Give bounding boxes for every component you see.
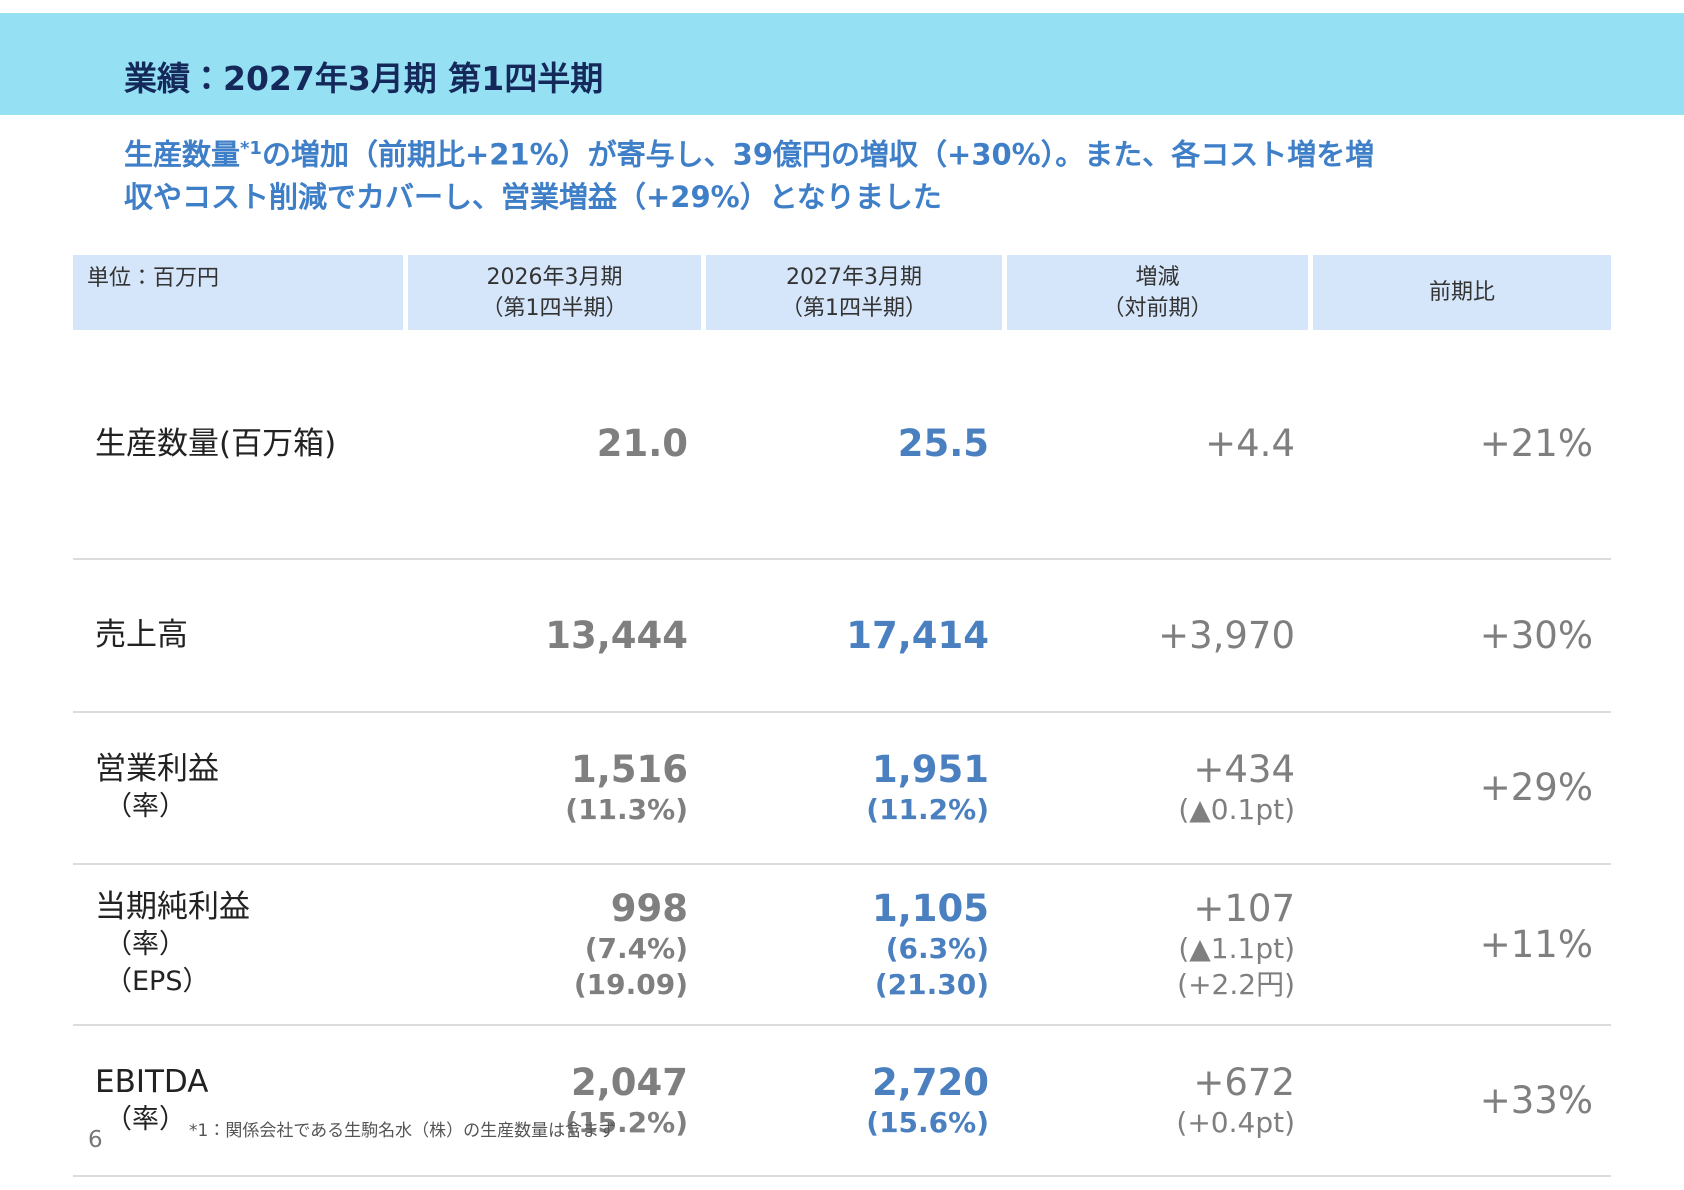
header-cell: 前期比 [1313,255,1611,330]
cell-value: 2,047 [570,1060,688,1104]
table-row: 生産数量(百万箱) 21.0 25.5 +4.4 +21% [73,330,1611,560]
table-cell: +672 (+0.4pt) [1007,1026,1313,1175]
table-cell: 25.5 [706,330,1007,558]
footnote: *1：関係会社である生駒名水（株）の生産数量は含まず [189,1121,617,1141]
table-row: 当期純利益 （率） （EPS） 998 (7.4%) (19.09) 1,105 (6.3%)… [73,865,1611,1026]
table-cell: 21.0 [408,330,706,558]
table-cell: +11% [1313,865,1611,1024]
table-cell: +29% [1313,713,1611,863]
header-text: （対前期） [1102,295,1213,321]
header-text: 2026年3月期 [486,264,623,290]
table-cell: 998 (7.4%) (19.09) [408,865,706,1024]
header-text: 前期比 [1428,280,1495,305]
lead-text: 生産数量 [124,137,241,172]
cell-value: 998 [610,886,688,930]
table-row: 売上高 13,444 17,414 +3,970 +30% [73,560,1611,713]
table-cell: 営業利益 （率） [73,713,408,863]
header-text: （第1四半期） [781,295,927,321]
cell-value: 1,951 [871,748,989,791]
table-cell: 売上高 [73,560,408,711]
cell-value: (11.3%) [565,793,688,826]
row-label: 売上高 [95,617,188,653]
table-cell: 1,105 (6.3%) (21.30) [706,865,1007,1024]
table-row: EBITDA （率） 2,047 (15.2%) 2,720 (15.6%) +672 (+0… [73,1026,1611,1177]
cell-value: 17,414 [846,613,989,657]
table-cell: +30% [1313,560,1611,711]
cell-value: (21.30) [874,967,989,1001]
cell-value: +29% [1479,766,1593,809]
cell-value: (▲0.1pt) [1178,793,1295,826]
table-cell: 1,516 (11.3%) [408,713,706,863]
row-label: （EPS） [105,966,210,997]
cell-value: 1,516 [570,748,688,791]
header-text: （第1四半期） [481,295,628,321]
cell-value: +3,970 [1158,613,1295,657]
header-row: 単位：百万円 2026年3月期 （第1四半期） 2027年3月期 （第1四半期） 増減 （対… [73,255,1611,330]
title: 業績：2027年3月期 第1四半期 [124,59,604,98]
table-cell: +434 (▲0.1pt) [1007,713,1313,863]
table-cell: +33% [1313,1026,1611,1175]
lead-text: 収やコスト削減でカバーし、営業増益（+29%）となりました [124,179,942,214]
table-cell: +4.4 [1007,330,1313,558]
cell-value: (7.4%) [584,931,688,965]
cell-value: +107 [1193,886,1295,930]
lead-text: の増加（前期比+21%）が寄与し、39億円の増収（+30%）。また、各コスト増を… [261,137,1375,172]
cell-value: 1,105 [871,886,989,930]
table-row: 営業利益 （率） 1,516 (11.3%) 1,951 (11.2%) +434 (▲0.1… [73,713,1611,865]
header-text: 増減 [1135,264,1180,290]
table-cell: +21% [1313,330,1611,558]
lead-text: 生産数量*1の増加（前期比+21%）が寄与し、39億円の増収（+30%）。また、… [124,128,1374,218]
cell-value: +672 [1193,1060,1295,1104]
row-label: 当期純利益 [95,889,250,925]
table-cell: 2,047 (15.2%) [408,1026,706,1175]
cell-value: +4.4 [1205,422,1295,465]
cell-value: +30% [1479,613,1593,657]
cell-value: +33% [1479,1078,1593,1122]
row-label: 生産数量(百万箱) [95,425,337,462]
table-cell: 生産数量(百万箱) [73,330,408,558]
row-label: 営業利益 [95,751,219,787]
cell-value: (+2.2円) [1177,967,1295,1001]
table-cell: +107 (▲1.1pt) (+2.2円) [1007,865,1313,1024]
header-cell: 単位：百万円 [73,255,403,330]
header-text: 2027年3月期 [786,264,922,290]
cell-value: 25.5 [897,422,989,465]
cell-value: (19.09) [573,967,688,1001]
row-label: （率） [105,1103,186,1135]
table-cell: 当期純利益 （率） （EPS） [73,865,408,1024]
page-number: 6 [88,1127,103,1153]
results-table: 単位：百万円 2026年3月期 （第1四半期） 2027年3月期 （第1四半期） 増減 （対… [73,255,1611,1177]
row-label: （率） [105,791,186,822]
cell-value: (+0.4pt) [1176,1105,1295,1139]
table-cell: 2,720 (15.6%) [706,1026,1007,1175]
cell-value: (15.6%) [866,1105,989,1139]
cell-value: (11.2%) [866,793,989,826]
cell-value: 13,444 [545,613,688,657]
cell-value: (6.3%) [885,931,989,965]
table-cell: EBITDA （率） [73,1026,408,1175]
cell-value: 2,720 [871,1060,989,1104]
cell-value: 21.0 [596,422,688,465]
header-cell: 2027年3月期 （第1四半期） [706,255,1002,330]
cell-value: +11% [1479,922,1593,966]
table-cell: 17,414 [706,560,1007,711]
cell-value: +21% [1479,422,1593,465]
note-mark: *1 [240,138,262,159]
cell-value: +434 [1193,748,1295,791]
header-band [0,13,1684,115]
cell-value: (▲1.1pt) [1178,931,1295,965]
table-cell: +3,970 [1007,560,1313,711]
table-cell: 1,951 (11.2%) [706,713,1007,863]
row-label: （率） [105,929,186,960]
cell-value: (15.2%) [565,1105,688,1139]
table-cell: 13,444 [408,560,706,711]
row-label: EBITDA [95,1063,209,1100]
header-cell: 2026年3月期 （第1四半期） [408,255,701,330]
header-cell: 増減 （対前期） [1007,255,1308,330]
header-text: 単位：百万円 [87,266,220,291]
